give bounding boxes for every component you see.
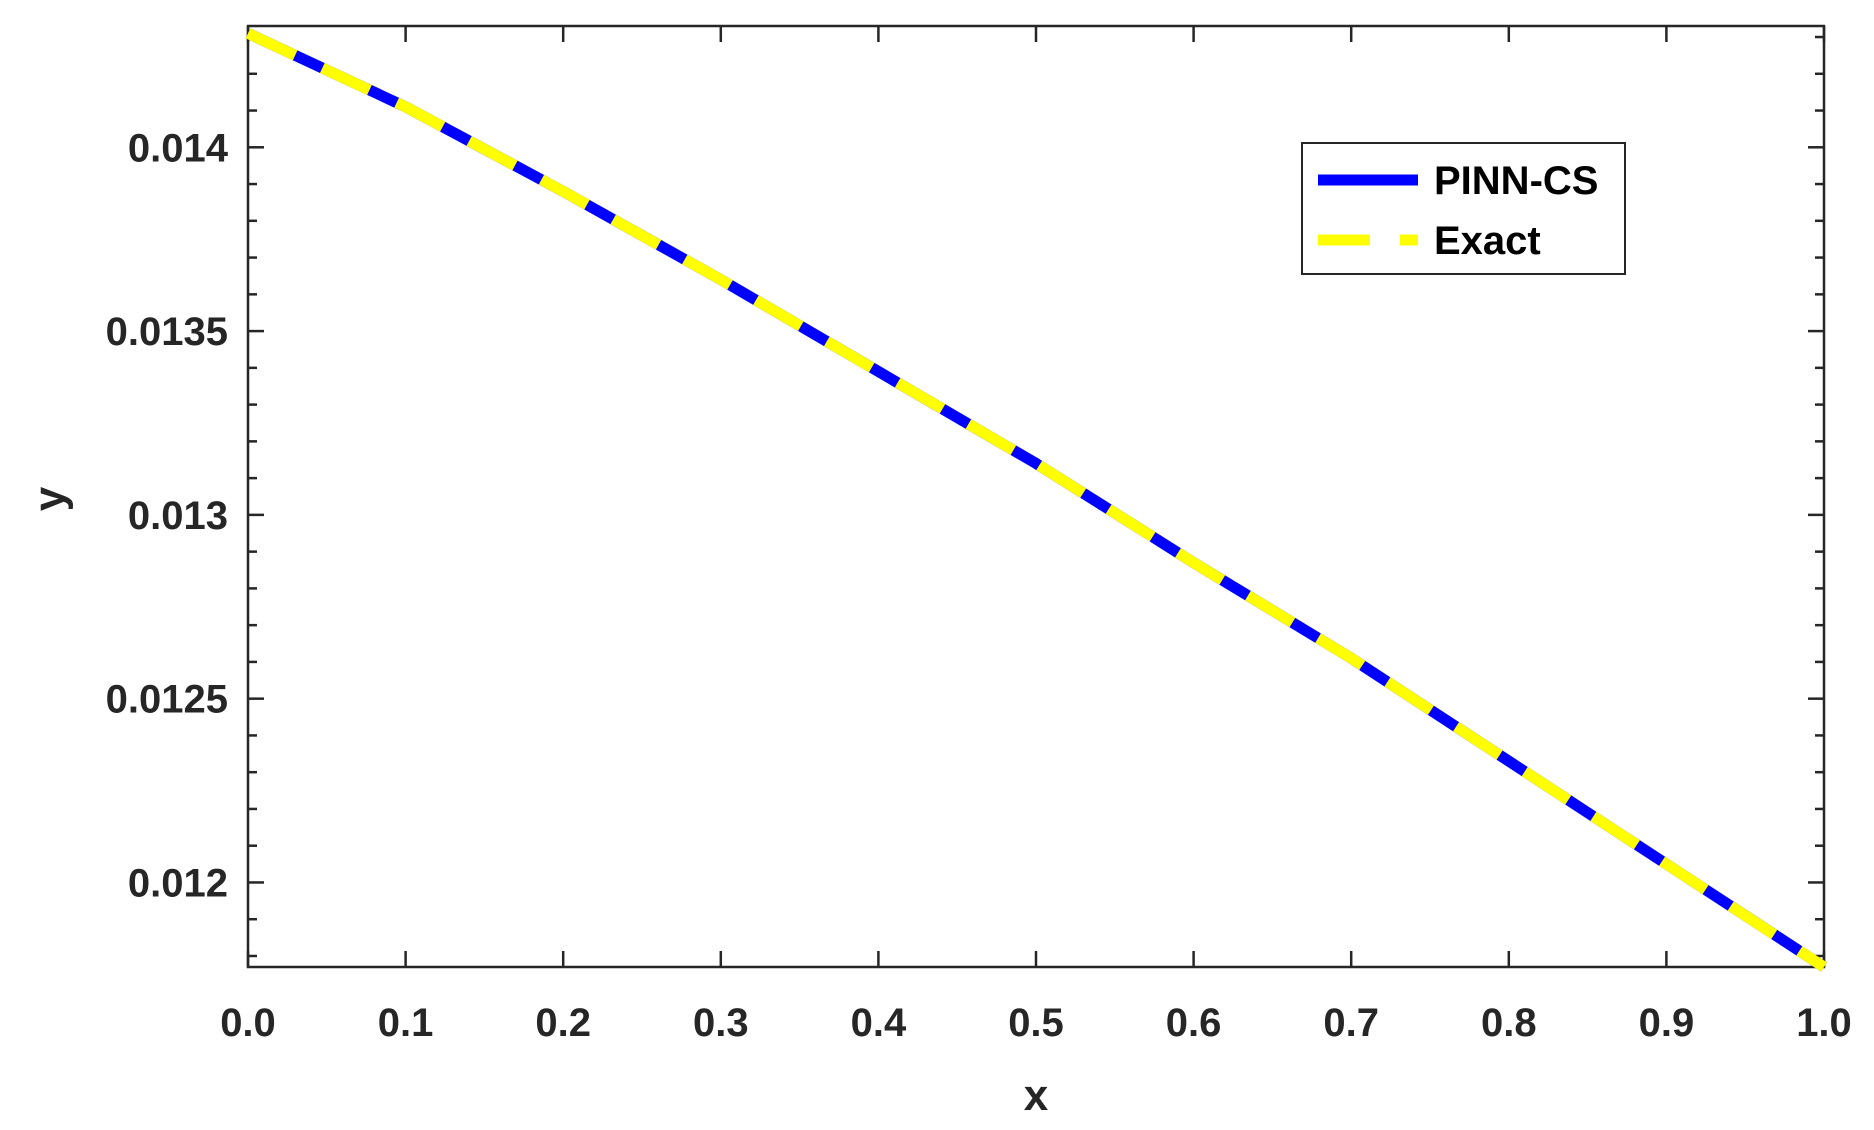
axis-ticks <box>246 26 1826 967</box>
legend-label-exact: Exact <box>1434 219 1541 263</box>
x-tick-labels: 0.0 0.1 0.2 0.3 0.4 0.5 0.6 0.7 0.8 0.9 1.0 <box>220 1001 1852 1045</box>
x-tick-label: 0.2 <box>535 1001 591 1045</box>
x-tick-label: 0.1 <box>378 1001 434 1045</box>
y-axis-label: y <box>25 486 74 511</box>
x-tick-label: 0.8 <box>1481 1001 1537 1045</box>
series-lines <box>245 28 1828 972</box>
x-tick-label: 0.9 <box>1639 1001 1695 1045</box>
legend: PINN-CS Exact <box>1301 142 1626 275</box>
y-tick-labels: 0.012 0.0125 0.013 0.0135 0.014 <box>106 126 229 905</box>
y-tick-label: 0.0135 <box>106 310 228 354</box>
y-tick-label: 0.012 <box>128 861 228 905</box>
series-line-exact <box>245 28 1828 972</box>
x-tick-label: 0.0 <box>220 1001 276 1045</box>
x-tick-label: 0.6 <box>1166 1001 1222 1045</box>
x-tick-label: 0.4 <box>851 1001 907 1045</box>
x-tick-label: 0.3 <box>693 1001 749 1045</box>
y-tick-label: 0.013 <box>128 494 228 538</box>
legend-box <box>1301 142 1626 275</box>
y-tick-label: 0.0125 <box>106 678 228 722</box>
x-axis-label: x <box>1024 1071 1049 1120</box>
x-tick-label: 1.0 <box>1796 1001 1852 1045</box>
x-tick-label: 0.7 <box>1323 1001 1379 1045</box>
legend-label-pinn-cs: PINN-CS <box>1434 159 1598 203</box>
y-tick-label: 0.014 <box>128 126 229 170</box>
x-tick-label: 0.5 <box>1008 1001 1064 1045</box>
